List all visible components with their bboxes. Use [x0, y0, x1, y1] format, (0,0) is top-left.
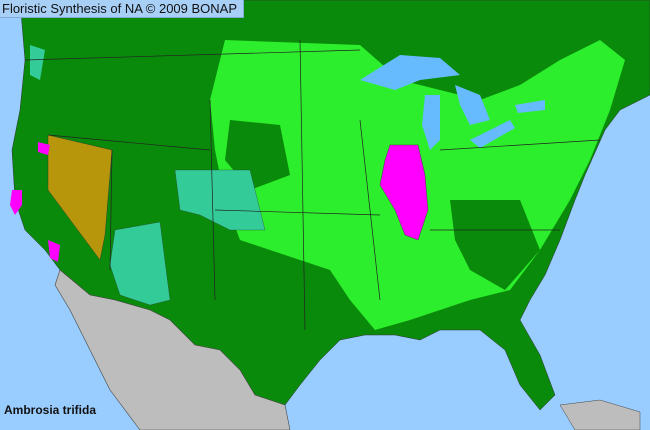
region-noxious-california: [48, 240, 60, 262]
region-patch: [450, 200, 540, 290]
lake-huron: [455, 85, 490, 125]
region-noxious-illinois: [379, 144, 429, 241]
species-label: Ambrosia trifida: [4, 403, 97, 417]
region-noxious-california: [10, 190, 22, 215]
region-nevada: [47, 134, 113, 261]
lake-michigan: [422, 95, 440, 150]
region-rare-wa: [30, 45, 45, 80]
map-title: Floristic Synthesis of NA © 2009 BONAP: [0, 0, 245, 18]
land-mexico: [54, 269, 291, 430]
region-rare-colorado: [174, 169, 266, 231]
lake-ontario: [515, 100, 545, 113]
land-caribbean: [559, 399, 641, 430]
state-borders: [24, 39, 601, 331]
lake-erie: [470, 120, 515, 148]
lake-superior: [360, 55, 460, 90]
region-noxious-california: [38, 142, 50, 155]
